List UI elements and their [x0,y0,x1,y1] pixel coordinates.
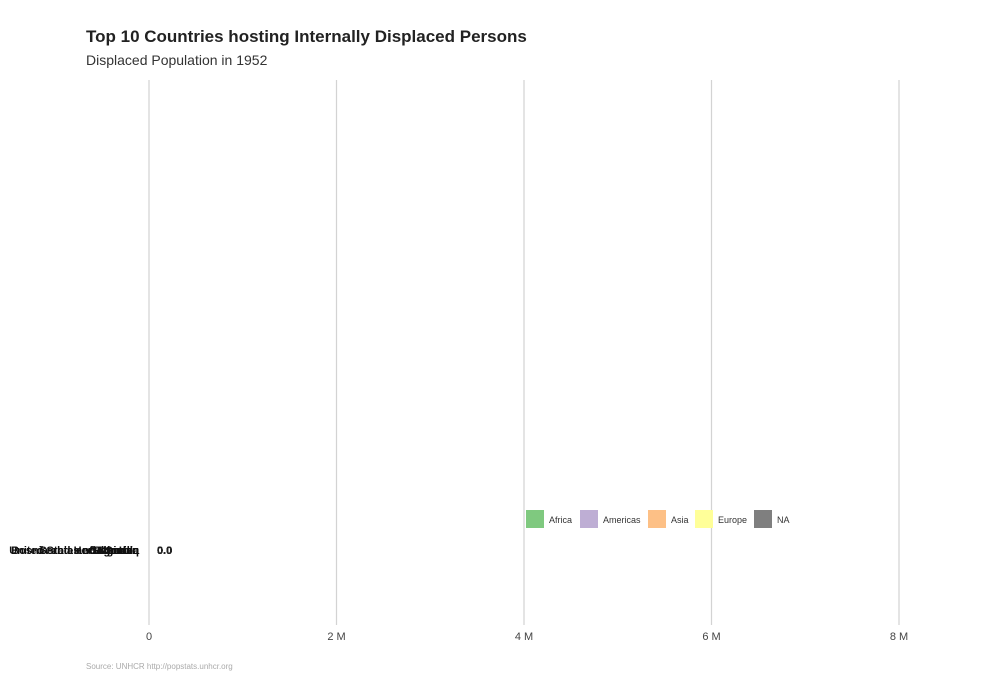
bar-value-label: 0.0 [157,545,172,557]
bar-category-label: Serbia and Kosovo [39,545,139,557]
chart-subtitle: Displaced Population in 1952 [86,52,268,68]
bar-value-label: 0.0 [157,545,172,557]
bar-value-label: 0.0 [157,545,172,557]
legend-label: Asia [671,515,689,525]
bar-value-label: 0.0 [157,545,172,557]
bar-category-label: Colombia [89,545,140,557]
legend: Africa Americas Asia Europe NA [526,510,790,528]
x-tick-label: 6 M [702,631,720,643]
legend-swatch [580,510,598,528]
bar-value-label: 0.0 [157,545,172,557]
x-tick-label: 4 M [515,631,533,643]
bar-value-label: 0.0 [157,545,172,557]
legend-swatch [648,510,666,528]
bar-category-label: Uganda [99,545,140,557]
bar-value-label: 0.0 [157,545,172,557]
legend-label: Africa [549,515,572,525]
chart-title: Top 10 Countries hosting Internally Disp… [86,27,527,46]
gridlines [148,80,900,625]
bar-category-label: Sudan [105,545,139,557]
legend-swatch [695,510,713,528]
bar-category-label: Bosnia and Herzegovina [11,545,140,557]
bar-category-label: Pakistan [94,545,140,557]
x-tick-label: 8 M [890,631,908,643]
legend-swatch [754,510,772,528]
x-axis-ticks: 0 2 M 4 M 6 M 8 M [146,631,908,643]
legend-label: Europe [718,515,747,525]
bar-category-label: United States of America [9,545,140,557]
source-note: Source: UNHCR http://popstats.unhcr.org [86,662,233,671]
bar-value-label: 0.0 [157,545,172,557]
bar-category-label: Sri Lanka [89,545,139,557]
bar-value-label: 0.0 [157,545,172,557]
x-tick-label: 0 [146,631,152,643]
bar-value-label: 0.0 [157,545,172,557]
bar-category-label: Iraq [119,545,139,557]
legend-label: Americas [603,515,641,525]
bar-category-label: Somalia [97,545,140,557]
legend-label: NA [777,515,790,525]
legend-swatch [526,510,544,528]
x-tick-label: 2 M [327,631,345,643]
